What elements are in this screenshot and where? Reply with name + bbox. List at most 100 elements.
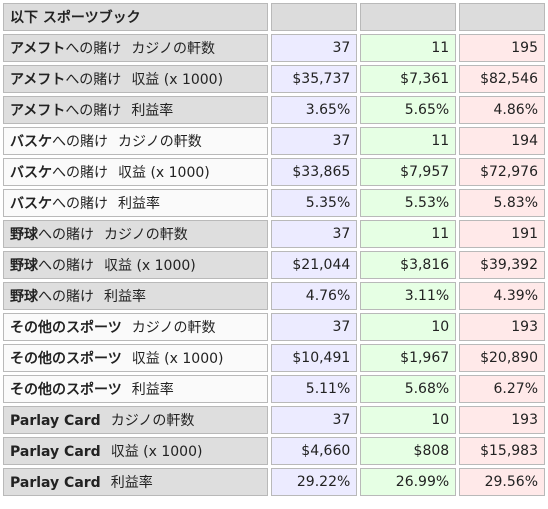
value-col-3: $72,976: [459, 158, 545, 186]
value-col-1: 37: [271, 313, 358, 341]
value-col-2: 26.99%: [360, 468, 457, 496]
value-col-1: 37: [271, 34, 358, 62]
row-label: その他のスポーツ 収益 (x 1000): [3, 344, 269, 372]
metric-name: 利益率: [131, 382, 174, 398]
value-col-3: 194: [459, 127, 545, 155]
table-row: アメフトへの賭け 収益 (x 1000) $35,737 $7,361 $82,5…: [3, 65, 545, 93]
sport-name: アメフト: [10, 41, 66, 57]
value-col-3: 4.39%: [459, 282, 545, 310]
value-col-2: 11: [360, 34, 457, 62]
value-col-1: 5.35%: [271, 189, 358, 217]
value-col-2: $7,361: [360, 65, 457, 93]
row-label: 野球への賭け カジノの軒数: [3, 220, 269, 248]
value-col-2: 3.11%: [360, 282, 457, 310]
value-col-1: 37: [271, 406, 358, 434]
row-label: その他のスポーツ 利益率: [3, 375, 269, 403]
header-blank-2: [360, 3, 457, 31]
sport-suffix: への賭け: [52, 165, 108, 181]
value-col-1: 3.65%: [271, 96, 358, 124]
sport-suffix: への賭け: [52, 196, 108, 212]
sport-suffix: への賭け: [38, 227, 94, 243]
value-col-2: $3,816: [360, 251, 457, 279]
metric-name: 利益率: [110, 475, 153, 491]
sport-name: その他のスポーツ: [10, 351, 122, 367]
metric-name: 収益 (x 1000): [118, 165, 210, 181]
row-label: バスケへの賭け 収益 (x 1000): [3, 158, 269, 186]
sport-name: その他のスポーツ: [10, 320, 122, 336]
value-col-2: 5.68%: [360, 375, 457, 403]
value-col-3: $39,392: [459, 251, 545, 279]
table-row: アメフトへの賭け 利益率 3.65% 5.65% 4.86%: [3, 96, 545, 124]
table-row: その他のスポーツ 利益率 5.11% 5.68% 6.27%: [3, 375, 545, 403]
header-blank-3: [459, 3, 545, 31]
sport-name: 野球: [10, 258, 38, 274]
value-col-2: 5.65%: [360, 96, 457, 124]
value-col-3: 191: [459, 220, 545, 248]
row-label: 野球への賭け 利益率: [3, 282, 269, 310]
metric-name: 利益率: [104, 289, 146, 305]
row-label: アメフトへの賭け 収益 (x 1000): [3, 65, 269, 93]
sport-name: 野球: [10, 227, 38, 243]
row-label: Parlay Card カジノの軒数: [3, 406, 269, 434]
value-col-1: $33,865: [271, 158, 358, 186]
sport-suffix: への賭け: [52, 134, 108, 150]
table-title: 以下 スポーツブック: [3, 3, 269, 31]
value-col-1: 29.22%: [271, 468, 358, 496]
value-col-1: 4.76%: [271, 282, 358, 310]
metric-name: カジノの軒数: [131, 41, 216, 57]
sport-name: Parlay Card: [10, 444, 101, 460]
value-col-3: 5.83%: [459, 189, 545, 217]
row-label: アメフトへの賭け 利益率: [3, 96, 269, 124]
value-col-2: $1,967: [360, 344, 457, 372]
value-col-3: 193: [459, 313, 545, 341]
value-col-2: 5.53%: [360, 189, 457, 217]
metric-name: 利益率: [131, 103, 174, 119]
sport-name: アメフト: [10, 72, 66, 88]
header-row: 以下 スポーツブック: [3, 3, 545, 31]
value-col-1: 37: [271, 127, 358, 155]
value-col-1: $4,660: [271, 437, 358, 465]
metric-name: カジノの軒数: [131, 320, 216, 336]
value-col-1: $21,044: [271, 251, 358, 279]
row-label: Parlay Card 利益率: [3, 468, 269, 496]
table-row: 野球への賭け 収益 (x 1000) $21,044 $3,816 $39,392: [3, 251, 545, 279]
sport-suffix: への賭け: [65, 41, 122, 57]
row-label: 野球への賭け 収益 (x 1000): [3, 251, 269, 279]
table-row: バスケへの賭け 収益 (x 1000) $33,865 $7,957 $72,97…: [3, 158, 545, 186]
value-col-3: 6.27%: [459, 375, 545, 403]
value-col-3: 195: [459, 34, 545, 62]
value-col-2: 11: [360, 127, 457, 155]
table-row: アメフトへの賭け カジノの軒数 37 11 195: [3, 34, 545, 62]
sport-suffix: への賭け: [38, 258, 94, 274]
metric-name: 収益 (x 1000): [131, 351, 224, 367]
metric-name: 収益 (x 1000): [104, 258, 196, 274]
metric-name: 収益 (x 1000): [110, 444, 203, 460]
table-row: Parlay Card 利益率 29.22% 26.99% 29.56%: [3, 468, 545, 496]
sport-name: バスケ: [10, 196, 52, 212]
row-label: バスケへの賭け 利益率: [3, 189, 269, 217]
row-label: その他のスポーツ カジノの軒数: [3, 313, 269, 341]
table-row: 野球への賭け カジノの軒数 37 11 191: [3, 220, 545, 248]
metric-name: 収益 (x 1000): [131, 72, 224, 88]
sport-suffix: への賭け: [38, 289, 94, 305]
metric-name: カジノの軒数: [104, 227, 188, 243]
value-col-3: 4.86%: [459, 96, 545, 124]
table-row: その他のスポーツ カジノの軒数 37 10 193: [3, 313, 545, 341]
sport-name: バスケ: [10, 134, 52, 150]
value-col-2: 10: [360, 313, 457, 341]
value-col-2: 10: [360, 406, 457, 434]
table-row: バスケへの賭け 利益率 5.35% 5.53% 5.83%: [3, 189, 545, 217]
value-col-1: $35,737: [271, 65, 358, 93]
sport-name: アメフト: [10, 103, 66, 119]
value-col-1: $10,491: [271, 344, 358, 372]
table-row: Parlay Card カジノの軒数 37 10 193: [3, 406, 545, 434]
sport-suffix: への賭け: [65, 72, 122, 88]
metric-name: カジノの軒数: [118, 134, 202, 150]
value-col-1: 5.11%: [271, 375, 358, 403]
row-label: Parlay Card 収益 (x 1000): [3, 437, 269, 465]
sport-name: Parlay Card: [10, 475, 101, 491]
value-col-1: 37: [271, 220, 358, 248]
value-col-3: 193: [459, 406, 545, 434]
table-row: Parlay Card 収益 (x 1000) $4,660 $808 $15,9…: [3, 437, 545, 465]
